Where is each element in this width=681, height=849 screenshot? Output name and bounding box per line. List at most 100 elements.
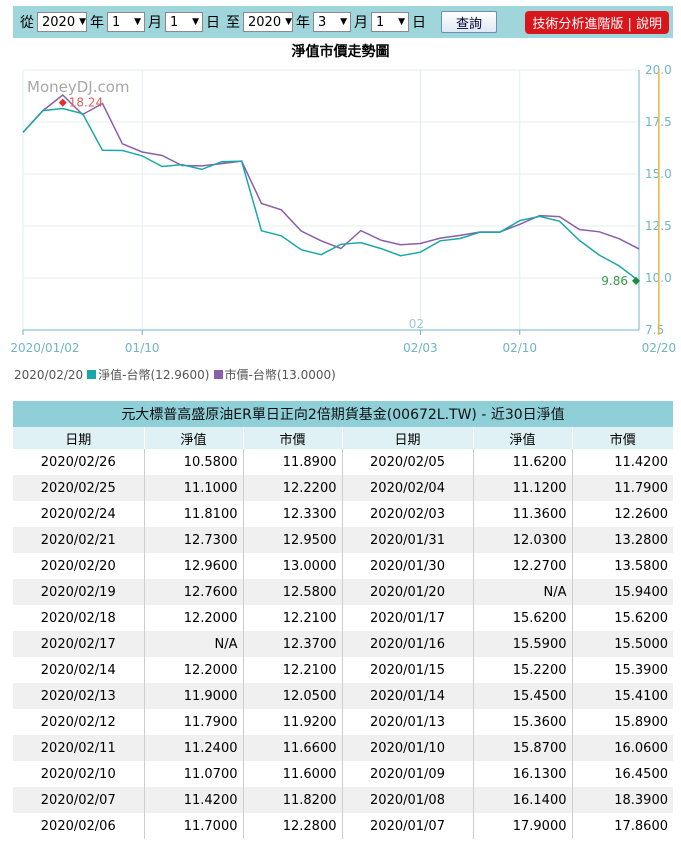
table-row: 2020/02/20 12.9600 13.0000 2020/01/30 12.270… [13, 553, 673, 579]
table-row: 2020/02/07 11.4200 11.8200 2020/01/08 16.140… [13, 787, 673, 813]
nav-table: 元大標普高盛原油ER單日正向2倍期貨基金(00672L.TW) - 近30日淨值… [13, 401, 673, 839]
table-cell: 12.5800 [243, 579, 343, 605]
table-cell: 12.2000 [144, 605, 244, 631]
table-cell: 16.4500 [572, 761, 673, 787]
table-row: 2020/02/19 12.7600 12.5800 2020/01/20 N/A 15.… [13, 579, 673, 605]
nav-series-line [22, 107, 640, 282]
table-cell: 11.6000 [243, 761, 343, 787]
table-cell: 2020/02/26 [13, 449, 145, 475]
table-cell: 15.4500 [473, 683, 573, 709]
table-row: 2020/02/14 12.2000 12.2100 2020/01/15 15.220… [13, 657, 673, 683]
x-tick-label: 02/20 [642, 341, 677, 355]
table-cell: 12.2000 [144, 657, 244, 683]
day-label: 日 [206, 15, 220, 31]
chevron-down-icon: ▼ [192, 17, 199, 27]
table-cell: 2020/01/10 [342, 735, 474, 761]
table-cell: 16.1400 [473, 787, 573, 813]
from-label: 從 [20, 15, 34, 31]
table-cell: 12.9600 [144, 553, 244, 579]
table-cell: 2020/01/15 [342, 657, 474, 683]
chevron-down-icon: ▼ [340, 17, 347, 27]
table-cell: 15.2200 [473, 657, 573, 683]
month-label: 月 [148, 15, 162, 31]
column-header: 日期 [13, 427, 145, 449]
table-body: 2020/02/26 10.5800 11.8900 2020/02/05 11.620… [13, 449, 673, 839]
table-cell: 2020/02/20 [13, 553, 145, 579]
table-cell: 11.4200 [572, 449, 673, 475]
table-cell: 2020/02/19 [13, 579, 145, 605]
table-cell: 12.7300 [144, 527, 244, 553]
table-cell: 2020/01/08 [342, 787, 474, 813]
to-day-select[interactable]: 1 ▼ [371, 12, 409, 32]
watermark: MoneyDJ.com [27, 78, 130, 96]
table-cell: 12.0300 [473, 527, 573, 553]
to-month-select[interactable]: 3 ▼ [313, 12, 351, 32]
column-header: 市價 [572, 427, 673, 449]
table-cell: 11.7900 [144, 709, 244, 735]
month-label: 月 [354, 15, 368, 31]
table-cell: 10.5800 [144, 449, 244, 475]
table-cell: 12.2100 [243, 605, 343, 631]
min-value-label: 9.86 [601, 274, 628, 288]
from-year-select[interactable]: 2020 ▼ [37, 12, 87, 32]
table-cell: 13.5800 [572, 553, 673, 579]
table-title: 元大標普高盛原油ER單日正向2倍期貨基金(00672L.TW) - 近30日淨值 [13, 401, 673, 427]
year-label: 年 [90, 15, 104, 31]
table-cell: 15.9400 [572, 579, 673, 605]
table-cell: 12.2700 [473, 553, 573, 579]
table-cell: 2020/01/30 [342, 553, 474, 579]
chart-title: 淨值市價走勢圖 [291, 44, 390, 60]
table-cell: 11.9000 [144, 683, 244, 709]
column-header: 日期 [342, 427, 474, 449]
chevron-down-icon: ▼ [398, 17, 405, 27]
from-day-select[interactable]: 1 ▼ [165, 12, 203, 32]
table-cell: 15.4100 [572, 683, 673, 709]
table-row: 2020/02/21 12.7300 12.9500 2020/01/31 12.030… [13, 527, 673, 553]
to-year-select[interactable]: 2020 ▼ [243, 12, 293, 32]
table-cell: 2020/02/14 [13, 657, 145, 683]
query-button[interactable]: 查詢 [441, 11, 497, 33]
legend-price-swatch [213, 370, 223, 379]
table-row: 2020/02/10 11.0700 11.6000 2020/01/09 16.130… [13, 761, 673, 787]
table-cell: 2020/02/24 [13, 501, 145, 527]
table-cell: 2020/02/11 [13, 735, 145, 761]
table-cell: 12.2100 [243, 657, 343, 683]
from-month-select[interactable]: 1 ▼ [107, 12, 145, 32]
table-cell: 11.0700 [144, 761, 244, 787]
table-cell: N/A [473, 579, 573, 605]
nav-price-chart: 20.017.515.012.510.07.52020/01/0201/1002… [10, 63, 677, 355]
table-cell: 11.9200 [243, 709, 343, 735]
table-cell: 2020/01/31 [342, 527, 474, 553]
table-cell: 12.7600 [144, 579, 244, 605]
table-cell: 2020/01/17 [342, 605, 474, 631]
max-marker [58, 98, 67, 107]
table-cell: 2020/01/09 [342, 761, 474, 787]
legend-price-label: 市價-台幣(13.0000) [224, 368, 336, 382]
table-cell: 2020/02/21 [13, 527, 145, 553]
day-label: 日 [412, 15, 426, 31]
table-row: 2020/02/18 12.2000 12.2100 2020/01/17 15.620… [13, 605, 673, 631]
column-header: 淨值 [144, 427, 244, 449]
column-header: 淨值 [473, 427, 573, 449]
table-cell: 2020/02/18 [13, 605, 145, 631]
table-cell: 11.4200 [144, 787, 244, 813]
table-cell: 12.3300 [243, 501, 343, 527]
table-cell: 15.5000 [572, 631, 673, 657]
x-tick-label: 01/10 [125, 341, 160, 355]
table-cell: 15.6200 [572, 605, 673, 631]
table-cell: 15.5900 [473, 631, 573, 657]
table-row: 2020/02/12 11.7900 11.9200 2020/01/13 15.360… [13, 709, 673, 735]
date-filter-bar: 從 2020 ▼ 年 1 ▼ 月 1 ▼ 日 至 2020 ▼ 年 3 ▼ 月 1 ▼ 日 … [13, 6, 673, 38]
table-cell: 12.9500 [243, 527, 343, 553]
table-cell: 17.8600 [572, 813, 673, 839]
advanced-analysis-button[interactable]: 技術分析進階版 | 說明 [525, 11, 669, 34]
table-cell: 11.8100 [144, 501, 244, 527]
x-tick-label: 02/10 [502, 341, 537, 355]
table-row: 2020/02/17 N/A 12.3700 2020/01/16 15.5900 15.… [13, 631, 673, 657]
table-cell: 15.8700 [473, 735, 573, 761]
max-value-label: 18.24 [69, 96, 103, 110]
table-cell: 12.2200 [243, 475, 343, 501]
min-marker [632, 276, 640, 285]
table-cell: 11.8200 [243, 787, 343, 813]
table-cell: 11.2400 [144, 735, 244, 761]
